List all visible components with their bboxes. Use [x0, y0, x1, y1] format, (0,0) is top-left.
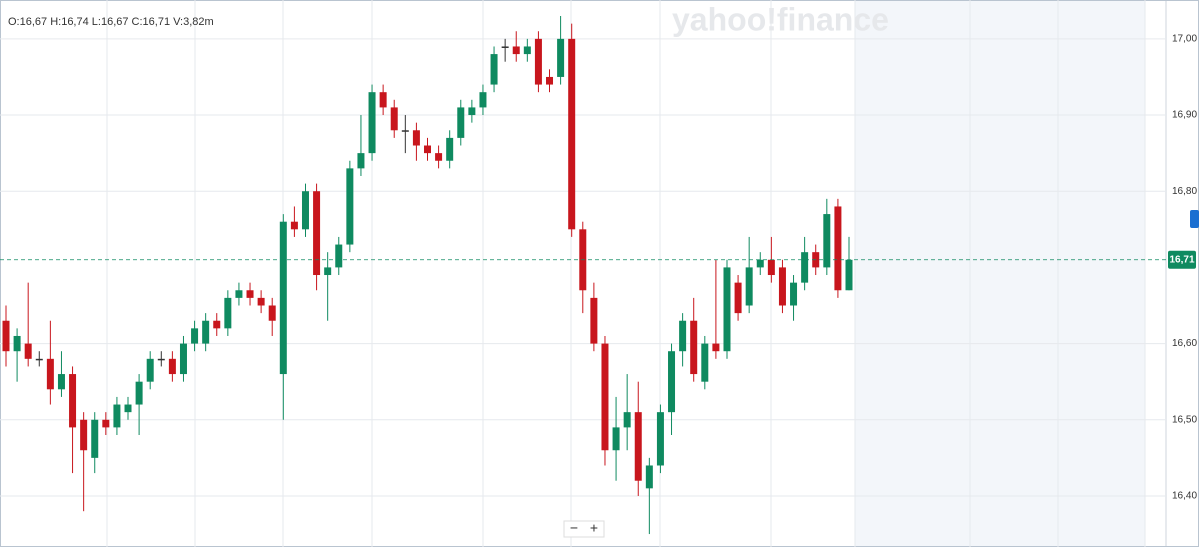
candle-body: [102, 419, 110, 428]
zoom-out[interactable]: −: [570, 520, 578, 536]
candle-body: [778, 267, 786, 306]
candle-body: [490, 54, 498, 85]
candle-body: [290, 221, 298, 230]
y-tick-label: 16,80: [1172, 186, 1197, 197]
candle-body: [712, 343, 720, 352]
candle-body: [69, 374, 77, 428]
candle-body: [679, 320, 687, 352]
candle-body: [168, 358, 176, 375]
candle-body: [124, 404, 132, 413]
candle-body: [2, 320, 10, 352]
candle-body: [823, 214, 831, 268]
candle-body: [35, 358, 43, 361]
candle-body: [335, 244, 343, 268]
candle-body: [113, 404, 121, 428]
candle-body: [13, 335, 21, 352]
candle-body: [424, 145, 431, 154]
candle-body: [634, 412, 642, 481]
candle-body: [457, 107, 465, 138]
candle-body: [279, 221, 287, 375]
candle-body: [313, 191, 321, 276]
candle-body: [546, 76, 554, 85]
side-tab[interactable]: [1190, 210, 1199, 228]
candle-body: [501, 46, 509, 48]
candle-body: [191, 328, 199, 344]
candle-body: [523, 46, 531, 55]
candle-body: [446, 137, 454, 161]
candle-body: [324, 267, 332, 276]
candle-body: [412, 130, 420, 146]
candle-body: [157, 358, 165, 361]
logo: yahoo!finance: [672, 1, 889, 37]
candle-body: [435, 153, 443, 161]
candle-body: [257, 297, 265, 306]
y-tick-label: 17,00: [1172, 33, 1197, 44]
candle-body: [512, 46, 520, 55]
candle-body: [368, 92, 376, 154]
candle-body: [645, 465, 653, 489]
candle-body: [568, 38, 576, 230]
candle-body: [224, 297, 232, 329]
candle-body: [801, 252, 809, 283]
zoom-in[interactable]: +: [590, 520, 598, 536]
candle-body: [80, 419, 88, 451]
candle-body: [701, 343, 709, 382]
candle-body: [57, 374, 65, 390]
candle-body: [346, 168, 354, 245]
y-tick-label: 16,40: [1172, 491, 1197, 502]
candle-body: [246, 290, 254, 298]
candle-body: [301, 191, 309, 230]
candle-body: [845, 259, 853, 291]
last-price-label: 16,71: [1169, 254, 1194, 265]
candle-body: [91, 419, 99, 458]
candle-body: [690, 320, 698, 375]
candle-body: [834, 206, 842, 291]
candle-body: [468, 107, 476, 116]
candle-body: [146, 358, 154, 382]
candle-body: [734, 282, 742, 314]
candle-body: [723, 267, 731, 352]
last-price-box: [1168, 250, 1196, 269]
candle-body: [390, 107, 398, 131]
candle-body: [213, 320, 221, 329]
candle-body: [557, 38, 565, 77]
candle-body: [46, 358, 54, 390]
candle-body: [590, 297, 598, 344]
candle-body: [601, 343, 609, 451]
y-tick-label: 16,90: [1172, 110, 1197, 121]
future-area: [855, 0, 1145, 547]
candle-body: [790, 282, 798, 306]
candle-body: [745, 267, 753, 306]
candle-body: [623, 412, 631, 428]
candle-body: [379, 92, 387, 108]
candle-body: [479, 92, 487, 108]
candle-body: [668, 351, 676, 413]
candle-body: [756, 259, 764, 268]
candle-body: [612, 427, 620, 451]
candle-body: [401, 130, 409, 132]
candle-body: [656, 412, 664, 466]
ohlc-header: O:16,67 H:16,74 L:16,67 C:16,71 V:3,82m: [8, 16, 214, 28]
candle-body: [179, 343, 187, 375]
candle-body: [534, 38, 542, 85]
zoom-box: [563, 520, 605, 538]
candle-body: [357, 153, 365, 169]
y-tick-label: 16,50: [1172, 414, 1197, 425]
y-tick-label: 16,60: [1172, 338, 1197, 349]
candle-body: [235, 290, 243, 298]
candle-body: [767, 259, 775, 276]
candle-body: [202, 320, 210, 344]
candle-body: [24, 343, 32, 359]
candle-body: [135, 381, 143, 405]
candle-body: [268, 305, 276, 321]
